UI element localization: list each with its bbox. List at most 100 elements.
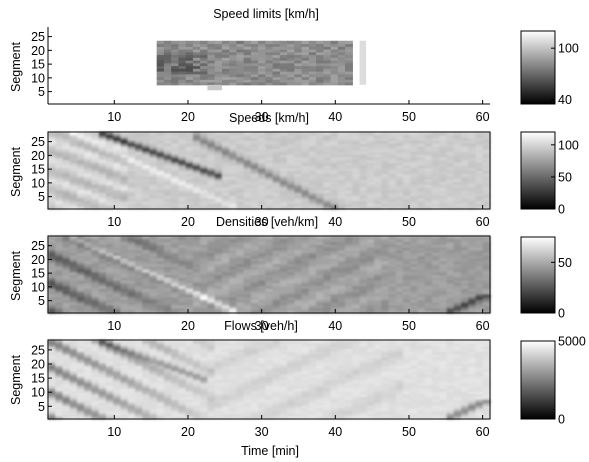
heatmap-cell bbox=[69, 238, 78, 243]
heatmap-cell bbox=[366, 189, 375, 194]
heatmap-cell bbox=[229, 376, 237, 381]
heatmap-cell bbox=[214, 247, 223, 251]
heatmap-cell bbox=[345, 51, 353, 56]
heatmap-cell bbox=[432, 274, 440, 278]
heatmap-cell bbox=[76, 198, 85, 202]
heatmap-cell bbox=[250, 206, 259, 210]
heatmap-cell bbox=[337, 49, 346, 53]
heatmap-cell bbox=[272, 145, 281, 150]
heatmap-cell bbox=[272, 277, 281, 281]
heatmap-cell bbox=[214, 302, 223, 306]
heatmap-cell bbox=[113, 140, 122, 144]
heatmap-cell bbox=[113, 167, 122, 172]
heatmap-cell bbox=[330, 57, 339, 61]
heatmap-cell bbox=[69, 271, 78, 276]
heatmap-cell bbox=[69, 291, 78, 295]
heatmap-cell bbox=[250, 285, 259, 289]
heatmap-cell bbox=[134, 176, 143, 180]
heatmap-cell bbox=[482, 274, 491, 278]
heatmap-cell bbox=[417, 266, 426, 270]
heatmap-cell bbox=[207, 362, 216, 366]
heatmap-cell bbox=[84, 143, 93, 147]
heatmap-cell bbox=[200, 362, 209, 366]
heatmap-cell bbox=[388, 167, 397, 172]
heatmap-cell bbox=[48, 373, 56, 378]
heatmap-cell bbox=[142, 382, 151, 386]
heatmap-cell bbox=[214, 373, 223, 378]
heatmap-cell bbox=[388, 288, 397, 292]
heatmap-cell bbox=[345, 46, 353, 50]
heatmap-cell bbox=[388, 307, 397, 311]
heatmap-cell bbox=[301, 173, 310, 177]
heatmap-cell bbox=[105, 258, 114, 262]
heatmap-cell bbox=[250, 238, 259, 243]
heatmap-cell bbox=[417, 145, 426, 150]
heatmap-cell bbox=[410, 170, 419, 174]
heatmap-cell bbox=[330, 260, 339, 265]
heatmap-cell bbox=[395, 241, 404, 245]
heatmap-cell bbox=[308, 274, 317, 278]
heatmap-cell bbox=[287, 291, 295, 295]
heatmap-cell bbox=[272, 413, 281, 417]
heatmap-cell bbox=[301, 277, 310, 281]
heatmap-cell bbox=[171, 184, 180, 188]
heatmap-cell bbox=[156, 307, 165, 311]
heatmap-cell bbox=[142, 137, 151, 141]
heatmap-cell bbox=[243, 342, 252, 347]
heatmap-cell bbox=[316, 238, 324, 243]
heatmap-cell bbox=[395, 167, 404, 172]
heatmap-cell bbox=[142, 351, 151, 355]
heatmap-cell bbox=[120, 385, 129, 389]
heatmap-cell bbox=[134, 359, 143, 364]
heatmap-cell bbox=[243, 181, 252, 185]
heatmap-cell bbox=[316, 307, 324, 311]
heatmap-cell bbox=[345, 203, 353, 207]
heatmap-cell bbox=[229, 154, 237, 158]
heatmap-cell bbox=[185, 310, 194, 314]
heatmap-cell bbox=[287, 145, 295, 150]
heatmap-cell bbox=[446, 198, 455, 202]
heatmap-cell bbox=[113, 362, 122, 366]
heatmap-cell bbox=[272, 151, 281, 155]
heatmap-cell bbox=[316, 241, 324, 245]
heatmap-cell bbox=[214, 340, 223, 344]
heatmap-cell bbox=[200, 79, 209, 83]
heatmap-cell bbox=[134, 143, 143, 147]
heatmap-cell bbox=[142, 203, 151, 207]
heatmap-cell bbox=[221, 181, 230, 185]
heatmap-cell bbox=[345, 148, 353, 152]
heatmap-cell bbox=[287, 57, 295, 61]
heatmap-cell bbox=[461, 132, 469, 136]
heatmap-cell bbox=[105, 151, 114, 155]
heatmap-cell bbox=[294, 82, 303, 86]
heatmap-cell bbox=[207, 192, 216, 196]
heatmap-cell bbox=[308, 181, 317, 185]
heatmap-cell bbox=[62, 342, 71, 347]
heatmap-cell bbox=[453, 274, 462, 278]
heatmap-cell bbox=[120, 247, 129, 251]
heatmap-cell bbox=[308, 195, 317, 199]
heatmap-cell bbox=[439, 307, 448, 311]
heatmap-cell bbox=[410, 310, 419, 314]
heatmap-cell bbox=[258, 159, 266, 163]
heatmap-cell bbox=[316, 203, 324, 207]
heatmap-cell bbox=[482, 269, 491, 273]
heatmap-cell bbox=[301, 51, 310, 56]
heatmap-cell bbox=[265, 241, 274, 245]
heatmap-cell bbox=[192, 407, 201, 412]
heatmap-cell bbox=[352, 304, 361, 309]
heatmap-cell bbox=[482, 203, 491, 207]
heatmap-cell bbox=[171, 354, 180, 358]
heatmap-cell bbox=[214, 368, 223, 372]
heatmap-cell bbox=[236, 203, 245, 207]
heatmap-cell bbox=[178, 390, 187, 395]
heatmap-cell bbox=[98, 170, 107, 174]
heatmap-cell bbox=[105, 187, 114, 191]
heatmap-cell bbox=[200, 62, 209, 67]
heatmap-cell bbox=[113, 192, 122, 196]
heatmap-cell bbox=[345, 65, 353, 69]
heatmap-cell bbox=[163, 198, 172, 202]
heatmap-cell bbox=[308, 396, 317, 400]
heatmap-cell bbox=[366, 195, 375, 199]
heatmap-cell bbox=[272, 365, 281, 369]
